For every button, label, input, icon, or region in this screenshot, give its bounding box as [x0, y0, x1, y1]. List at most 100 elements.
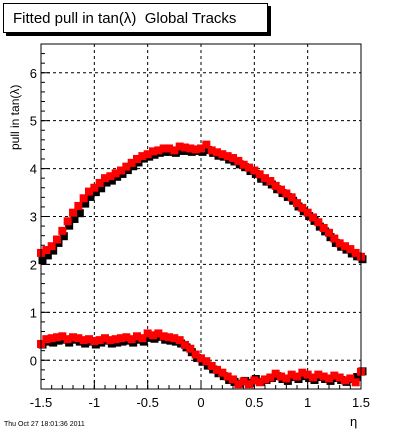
data-point: [234, 380, 243, 389]
data-point: [287, 370, 296, 379]
data-point: [314, 218, 323, 227]
data-point: [207, 362, 216, 370]
data-point: [303, 370, 312, 379]
y-tick-label: 1: [30, 305, 37, 320]
x-tick-label: 1.5: [352, 395, 370, 410]
data-point: [165, 144, 173, 153]
data-point: [282, 189, 291, 198]
data-point: [58, 332, 67, 341]
data-point: [351, 248, 360, 257]
data-point: [319, 372, 328, 381]
data-point: [239, 377, 248, 386]
y-tick-label: 4: [30, 162, 37, 177]
timestamp: Thu Oct 27 18:01:36 2011: [4, 421, 85, 428]
data-point: [266, 177, 275, 186]
data-point: [277, 372, 285, 381]
data-point: [101, 334, 109, 343]
chart-title-box: Fitted pull in tan(λ) Global Tracks: [3, 3, 268, 33]
data-point: [74, 334, 83, 343]
data-point: [346, 245, 355, 254]
data-point: [43, 251, 52, 260]
data-point: [127, 158, 136, 167]
data-point: [107, 176, 116, 185]
y-tick-label: 2: [30, 257, 37, 272]
data-point: [255, 378, 264, 387]
data-point: [58, 226, 67, 235]
data-point: [271, 181, 280, 190]
data-point: [298, 368, 307, 377]
data-point: [85, 187, 93, 196]
data-point: [250, 376, 259, 385]
data-point: [181, 143, 189, 152]
data-point: [293, 372, 301, 381]
data-point: [245, 380, 253, 389]
data-point: [250, 166, 259, 175]
data-point: [90, 337, 99, 346]
data-point: [117, 334, 125, 343]
data-point: [102, 178, 111, 187]
data-point: [325, 228, 333, 237]
data-point: [111, 169, 120, 178]
data-point: [65, 221, 74, 230]
data-point: [165, 333, 173, 342]
y-tick-label: 5: [30, 114, 37, 129]
chart-frame: [40, 43, 362, 390]
data-point: [91, 188, 100, 197]
data-point: [42, 335, 51, 344]
data-point: [330, 371, 339, 380]
data-point: [245, 163, 253, 172]
data-point: [229, 375, 237, 384]
data-point: [70, 214, 79, 223]
data-point: [229, 154, 237, 163]
data-point: [138, 334, 147, 343]
data-point: [223, 152, 232, 161]
data-point: [213, 148, 221, 157]
data-point: [282, 374, 291, 383]
data-point: [351, 378, 360, 387]
data-point: [90, 183, 99, 192]
data-point: [63, 335, 72, 344]
data-point: [47, 334, 56, 343]
data-point: [95, 336, 104, 345]
data-point: [255, 170, 264, 179]
data-point: [175, 142, 184, 151]
data-point: [127, 335, 136, 344]
data-point: [154, 146, 163, 155]
data-point: [101, 174, 109, 183]
data-point: [143, 150, 152, 159]
x-tick-label: 1: [304, 395, 311, 410]
data-point: [271, 369, 280, 378]
data-point: [341, 242, 349, 251]
data-point: [47, 242, 56, 251]
data-point: [287, 193, 296, 202]
data-point: [69, 208, 77, 217]
data-point: [303, 208, 312, 217]
chart-tick-labels: -1.5 -1 -0.5 0 0.5 1 1.5 0 1 2 3 4 5 6: [30, 66, 370, 410]
x-tick-label: 0: [197, 395, 204, 410]
data-point: [207, 146, 216, 155]
data-point: [159, 144, 168, 153]
data-point: [86, 192, 95, 201]
data-point: [106, 336, 115, 345]
data-point: [202, 140, 211, 149]
data-point: [111, 335, 120, 344]
data-point: [319, 224, 328, 232]
series-0: [38, 145, 367, 265]
data-point: [159, 332, 168, 341]
data-point: [335, 373, 344, 382]
data-point: [335, 239, 344, 248]
data-point: [69, 333, 77, 342]
data-point: [218, 150, 227, 159]
data-point: [309, 373, 317, 382]
data-point: [170, 146, 179, 155]
data-point: [314, 370, 323, 379]
data-point: [293, 199, 301, 208]
data-point: [42, 246, 51, 255]
data-point: [59, 232, 68, 241]
data-point: [143, 329, 152, 338]
data-point: [261, 375, 269, 384]
data-point: [277, 185, 285, 194]
data-point: [133, 332, 141, 341]
data-point: [197, 144, 205, 153]
